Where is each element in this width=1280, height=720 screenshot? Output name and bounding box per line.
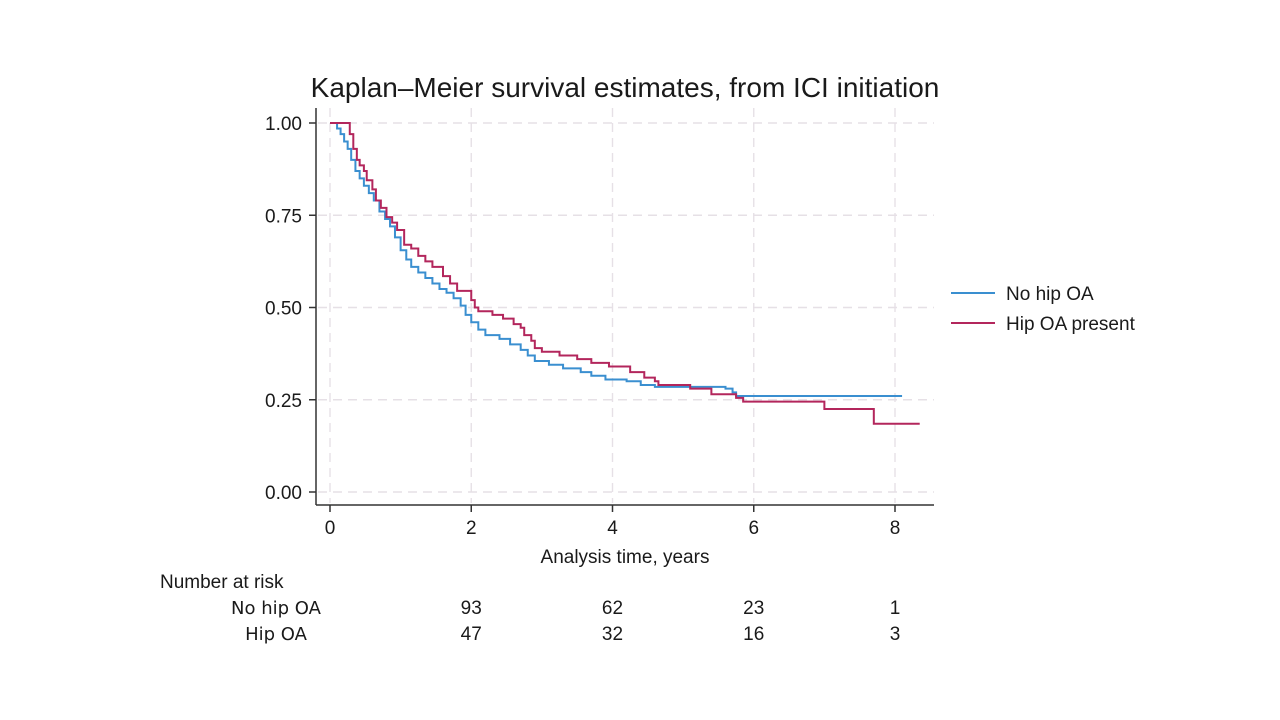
risk-value: 1 [890,598,901,619]
x-tick-label: 8 [890,518,901,539]
series-layer [330,122,920,425]
legend-label-no-hip-oa: No hip OA [1006,284,1094,305]
risk-value: 62 [602,598,623,619]
risk-row-label-hip-oa: Hip OA [245,624,308,645]
risk-value: 93 [461,598,482,619]
grid [318,108,934,503]
y-tick-label: 0.50 [265,299,302,320]
x-tick-label: 6 [748,518,759,539]
legend: No hip OA Hip OA present [951,284,1136,335]
x-ticks: 0 2 4 6 8 [325,505,901,539]
risk-value: 16 [743,624,764,645]
series-line-no-hip-oa [330,122,903,398]
y-tick-label: 1.00 [265,114,302,135]
x-axis-title: Analysis time, years [541,547,710,568]
chart-title: Kaplan–Meier survival estimates, from IC… [311,72,940,103]
risk-value: 23 [743,598,764,619]
risk-value: 32 [602,624,623,645]
x-tick-label: 4 [607,518,618,539]
x-tick-label: 0 [325,518,336,539]
risk-row-label-no-hip-oa: No hip OA [231,598,322,619]
y-tick-label: 0.00 [265,483,302,504]
risk-table-title: Number at risk [160,572,284,593]
number-at-risk-table: Number at risk No hip OA Hip OA 93 62 23 1 4… [160,572,900,645]
risk-value: 47 [461,624,482,645]
risk-value: 3 [890,624,901,645]
y-tick-label: 0.25 [265,391,302,412]
y-tick-label: 0.75 [265,206,302,227]
y-ticks: 0.00 0.25 0.50 0.75 1.00 [265,114,316,504]
series-line-hip-oa-present [330,122,920,425]
legend-label-hip-oa-present: Hip OA present [1006,314,1136,335]
x-tick-label: 2 [466,518,477,539]
